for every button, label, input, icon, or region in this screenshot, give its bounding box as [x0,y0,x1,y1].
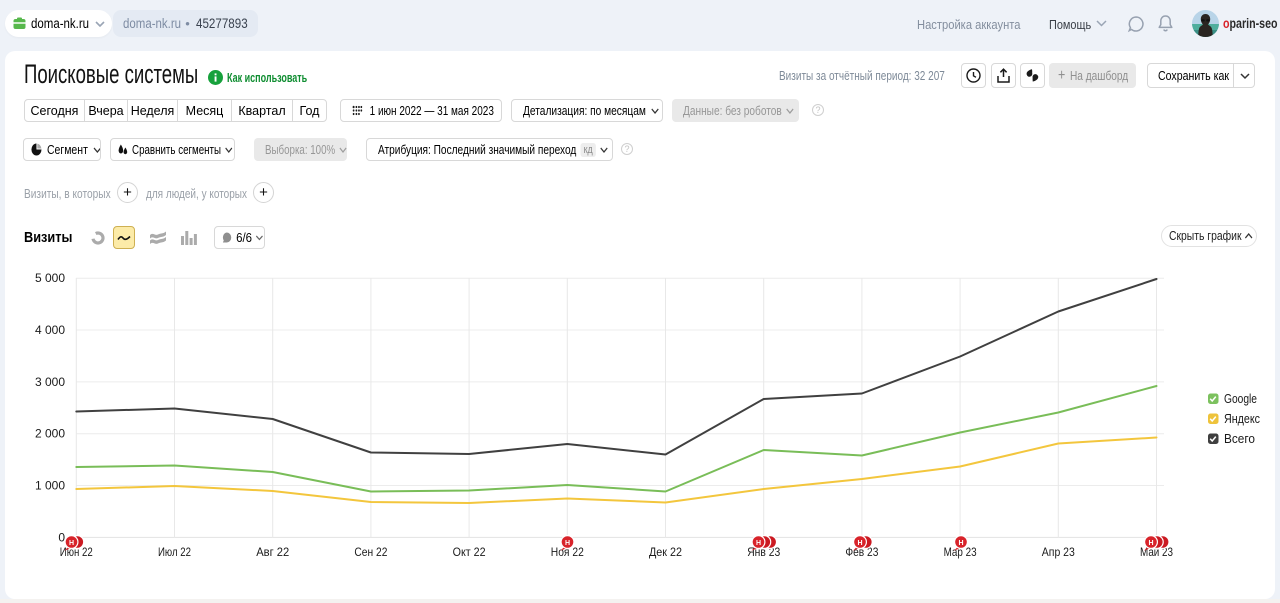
svg-text:Всего: Всего [1224,432,1255,446]
svg-text:Фев 23: Фев 23 [845,545,878,559]
svg-text:H: H [857,540,862,547]
svg-text:H: H [69,540,74,547]
svg-text:5 000: 5 000 [35,271,65,285]
svg-text:Июл 22: Июл 22 [158,545,191,559]
svg-text:Дек 22: Дек 22 [649,545,682,559]
svg-text:2 000: 2 000 [35,427,65,441]
svg-text:3 000: 3 000 [35,375,65,389]
svg-text:H: H [565,540,570,547]
svg-text:Яндекс: Яндекс [1224,412,1260,426]
svg-text:H: H [1148,540,1153,547]
svg-text:Окт 22: Окт 22 [453,545,486,559]
svg-text:0: 0 [58,530,65,544]
svg-text:Авг 22: Авг 22 [256,545,289,559]
svg-text:Google: Google [1224,392,1257,406]
svg-text:Мар 23: Мар 23 [944,545,977,559]
svg-text:H: H [958,540,963,547]
svg-text:4 000: 4 000 [35,323,65,337]
svg-text:Ноя 22: Ноя 22 [551,545,584,559]
svg-text:Сен 22: Сен 22 [354,545,387,559]
svg-text:Апр 23: Апр 23 [1042,545,1075,559]
svg-text:H: H [756,540,761,547]
svg-text:1 000: 1 000 [35,479,65,493]
